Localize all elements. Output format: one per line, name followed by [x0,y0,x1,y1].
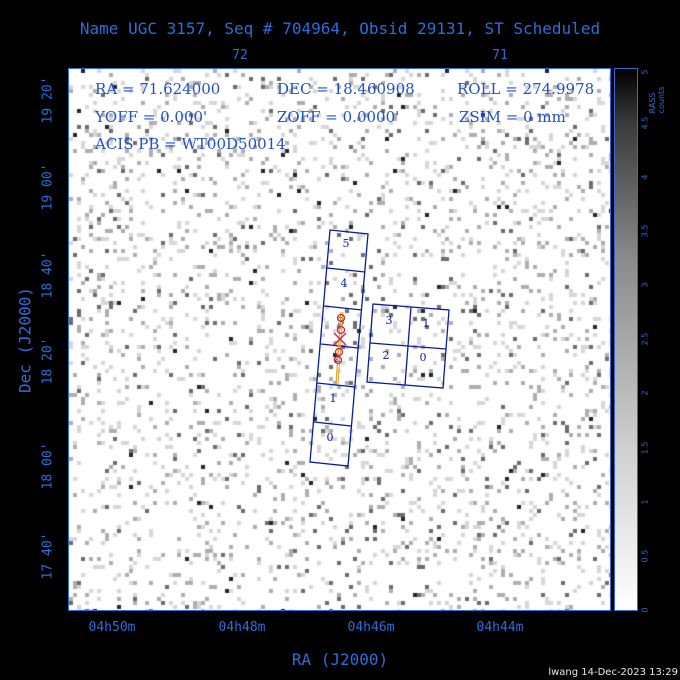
x-axis-label: RA (J2000) [291,650,389,669]
acis-s-array-outline [309,229,369,467]
colorbar [614,68,638,611]
colorbar-tick: 0 [640,607,650,613]
chip-i0-label: 0 [420,351,427,364]
ra-bottom-tick-0446: 04h46m [347,620,395,635]
ra-bottom-tick-0444: 04h44m [476,620,524,635]
colorbar-tick: 2 [640,390,650,396]
colorbar-tick: 4 [640,174,650,180]
colorbar-tick: 2.5 [640,332,650,346]
chip-i2-label: 2 [383,349,390,362]
info-zsim: ZSIM = 0 mm [459,108,566,126]
colorbar-tick: 3 [640,282,650,288]
colorbar-tick: 4.5 [640,116,650,130]
footer-stamp: lwang 14-Dec-2023 13:29 [548,667,678,678]
colorbar-title: RASS counts [648,86,666,114]
target-marker [333,311,347,385]
chip-s2-label: 2 [334,352,341,365]
chip-i3-label: 3 [386,314,393,327]
chip-i1-label: 1 [423,317,430,330]
chip-s1-label: 1 [330,392,337,405]
colorbar-tick: 0.5 [640,549,650,563]
ra-top-tick-72: 72 [232,48,248,63]
chip-s5-label: 5 [343,237,350,250]
acis-i-array-outline [366,303,450,389]
info-roll: ROLL = 274.9978 [457,80,595,98]
ra-top-tick-71: 71 [492,48,508,63]
plot-title: Name UGC 3157, Seq # 704964, Obsid 29131… [79,19,601,38]
chip-s4-label: 4 [341,277,348,290]
ra-bottom-tick-0450: 04h50m [88,620,136,635]
info-zoff: ZOFF = 0.0000' [277,108,400,126]
colorbar-tick: 1.5 [640,441,650,455]
colorbar-tick: 5 [640,69,650,75]
info-yoff: YOFF = 0.000' [95,108,208,126]
info-ra: RA = 71.624000 [95,80,221,98]
chip-s0-label: 0 [327,431,334,444]
colorbar-tick: 1 [640,499,650,505]
colorbar-tick: 3.5 [640,224,650,238]
ra-bottom-tick-0448: 04h48m [218,620,266,635]
info-acis: ACIS PB = WT00D50014 [95,135,286,153]
info-dec: DEC = 18.460908 [277,80,415,98]
